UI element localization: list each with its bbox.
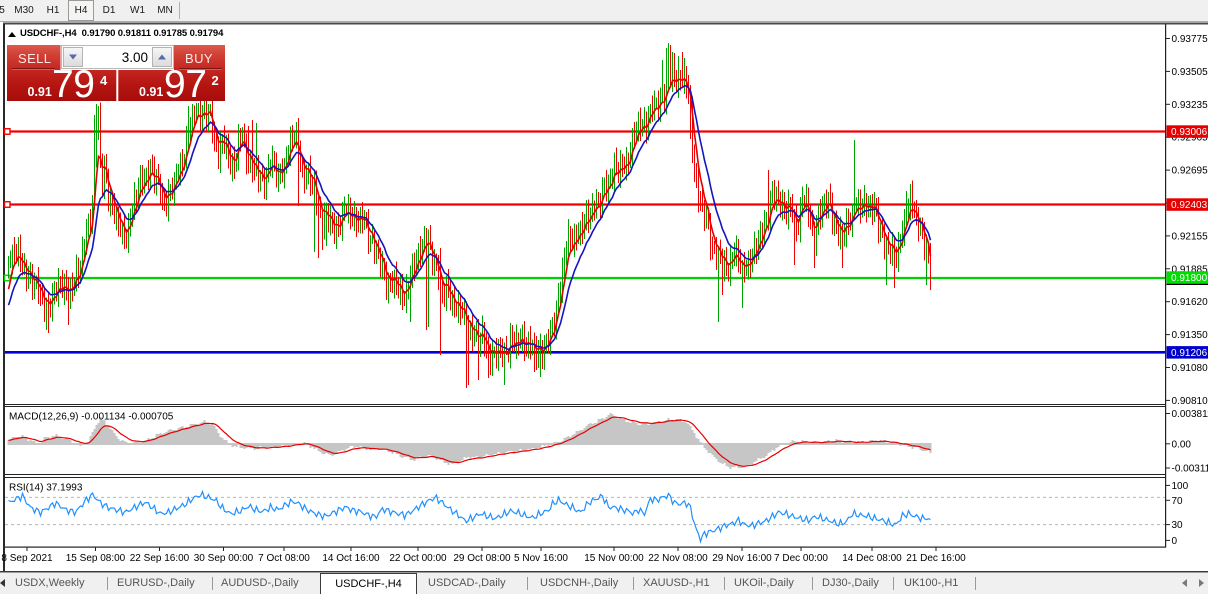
svg-text:0.92155: 0.92155 <box>1172 231 1208 242</box>
svg-text:100: 100 <box>1172 481 1189 492</box>
svg-text:5 Nov 16:00: 5 Nov 16:00 <box>514 553 568 564</box>
svg-text:0.91800: 0.91800 <box>1171 273 1208 284</box>
svg-text:0.92695: 0.92695 <box>1172 166 1208 177</box>
svg-text:0.00: 0.00 <box>1172 439 1192 450</box>
svg-text:MACD(12,26,9) -0.001134 -0.000: MACD(12,26,9) -0.001134 -0.000705 <box>9 412 174 423</box>
svg-text:0.93006: 0.93006 <box>1171 127 1208 138</box>
svg-text:0.91080: 0.91080 <box>1172 363 1208 374</box>
svg-text:30: 30 <box>1172 520 1184 531</box>
svg-text:0.93505: 0.93505 <box>1172 67 1208 78</box>
svg-text:7 Dec 00:00: 7 Dec 00:00 <box>774 553 828 564</box>
svg-text:0.91620: 0.91620 <box>1172 297 1208 308</box>
svg-text:15 Sep 08:00: 15 Sep 08:00 <box>66 553 126 564</box>
svg-text:0: 0 <box>1172 536 1178 547</box>
svg-text:0.92965: 0.92965 <box>1172 133 1208 144</box>
svg-text:14 Dec 08:00: 14 Dec 08:00 <box>842 553 902 564</box>
svg-text:8 Sep 2021: 8 Sep 2021 <box>1 553 53 564</box>
svg-text:22 Oct 00:00: 22 Oct 00:00 <box>389 553 447 564</box>
svg-text:22 Nov 08:00: 22 Nov 08:00 <box>648 553 708 564</box>
svg-text:0.93235: 0.93235 <box>1172 100 1208 111</box>
svg-text:0.91885: 0.91885 <box>1172 264 1208 275</box>
svg-text:21 Dec 16:00: 21 Dec 16:00 <box>906 553 966 564</box>
svg-text:0.91350: 0.91350 <box>1172 330 1208 341</box>
svg-text:0.003811: 0.003811 <box>1172 409 1208 420</box>
svg-text:0.91206: 0.91206 <box>1171 348 1208 359</box>
svg-text:70: 70 <box>1172 496 1184 507</box>
svg-text:-0.003115: -0.003115 <box>1172 464 1208 475</box>
svg-text:0.90810: 0.90810 <box>1172 396 1208 407</box>
svg-text:29 Oct 08:00: 29 Oct 08:00 <box>453 553 511 564</box>
svg-text:30 Sep 00:00: 30 Sep 00:00 <box>194 553 254 564</box>
svg-text:RSI(14) 37.1993: RSI(14) 37.1993 <box>9 483 83 494</box>
svg-text:22 Sep 16:00: 22 Sep 16:00 <box>130 553 190 564</box>
svg-text:0.93775: 0.93775 <box>1172 34 1208 45</box>
svg-text:14 Oct 16:00: 14 Oct 16:00 <box>322 553 380 564</box>
svg-text:7 Oct 08:00: 7 Oct 08:00 <box>258 553 310 564</box>
svg-text:0.92403: 0.92403 <box>1171 200 1208 211</box>
svg-text:29 Nov 16:00: 29 Nov 16:00 <box>712 553 772 564</box>
svg-text:15 Nov 00:00: 15 Nov 00:00 <box>584 553 644 564</box>
